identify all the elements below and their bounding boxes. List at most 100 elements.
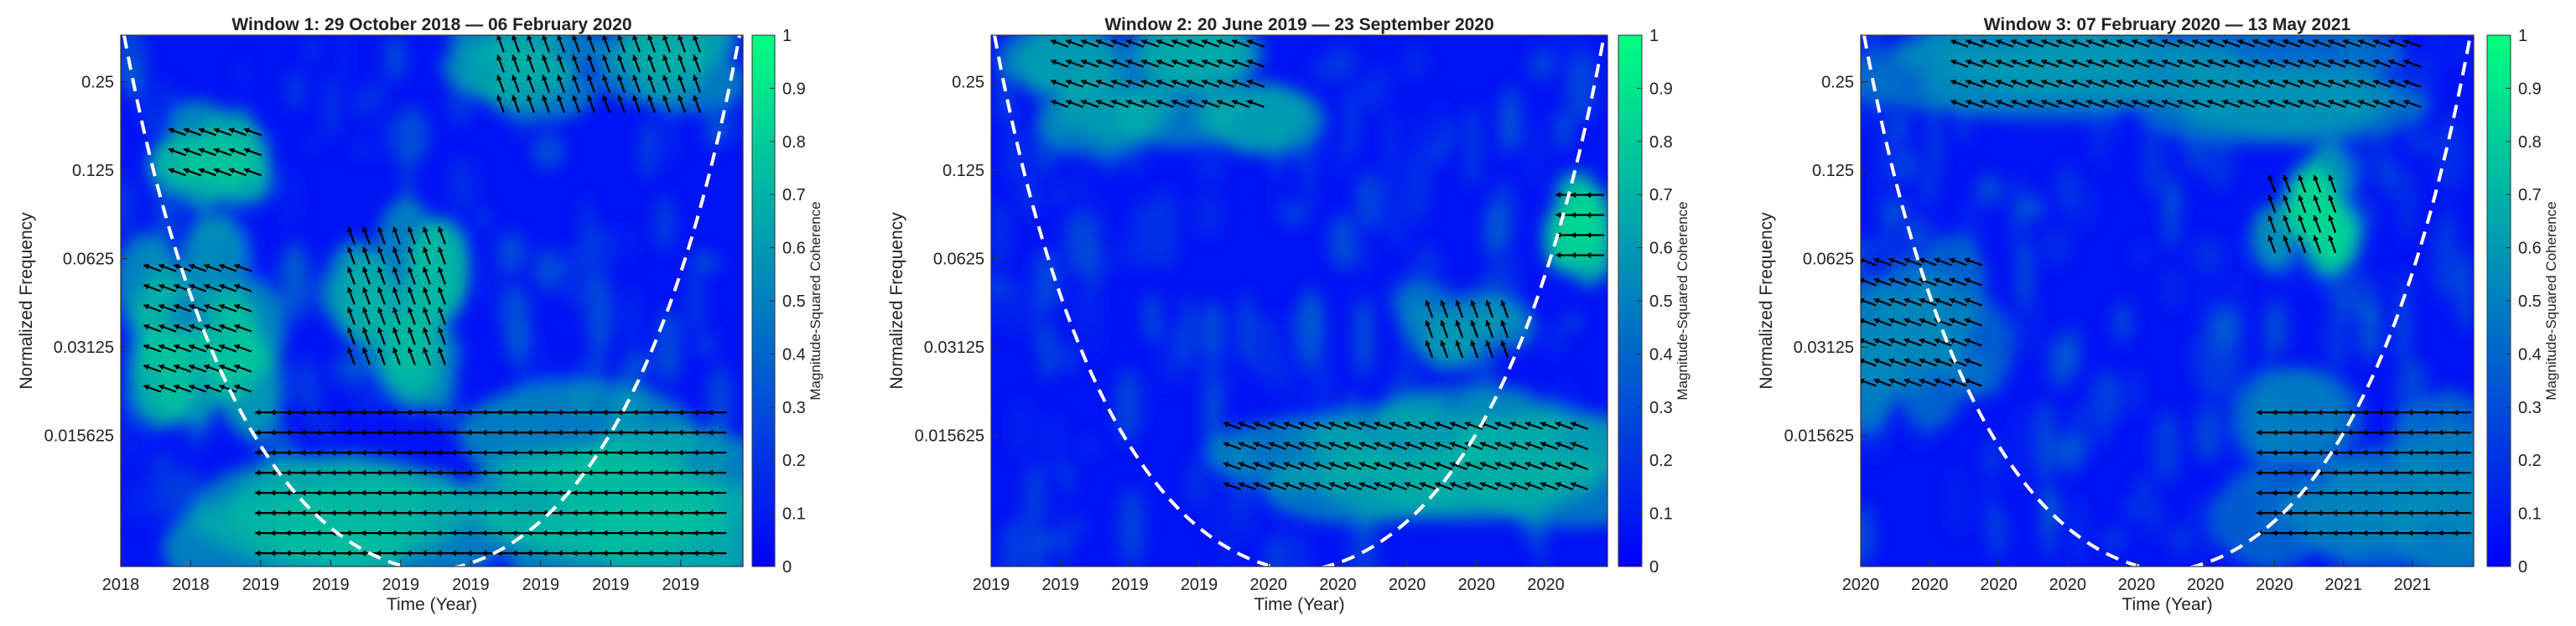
- phase-arrowhead: [2392, 489, 2398, 496]
- phase-arrowhead: [632, 489, 638, 496]
- phase-arrowhead: [1358, 482, 1365, 488]
- phase-arrowhead: [572, 35, 578, 41]
- phase-arrowhead: [2207, 79, 2214, 85]
- colorbar-tick-label: 0.2: [1649, 452, 1673, 470]
- phase-arrowhead: [2267, 194, 2274, 201]
- heatmap-blob: [1554, 108, 1573, 151]
- colorbar-tick-label: 0.7: [2518, 186, 2542, 204]
- phase-arrowhead: [2147, 59, 2153, 65]
- phase-arrowhead: [1555, 191, 1561, 199]
- phase-arrowhead: [1570, 482, 1576, 488]
- heatmap-blob: [132, 437, 151, 458]
- coherence-region: [335, 250, 395, 350]
- phase-arrowhead: [285, 449, 291, 456]
- phase-arrowhead: [2222, 59, 2229, 65]
- heatmap-blob: [709, 320, 720, 355]
- phase-arrowhead: [285, 409, 291, 416]
- x-tick-label: 2019: [592, 576, 630, 594]
- phase-arrowhead: [1313, 462, 1320, 468]
- phase-arrowhead: [330, 469, 336, 476]
- phase-arrowhead: [2317, 510, 2323, 516]
- phase-arrowhead: [708, 530, 714, 536]
- phase-arrowhead: [2101, 99, 2108, 106]
- phase-arrowhead: [2302, 489, 2308, 496]
- heatmap-blob: [1328, 214, 1357, 270]
- phase-arrowhead: [1509, 462, 1516, 468]
- phase-arrowhead: [2298, 79, 2304, 85]
- phase-arrows: [1050, 39, 1605, 490]
- heatmap-blob: [1280, 202, 1310, 226]
- heatmap-blob: [1180, 296, 1197, 370]
- colorbar-tick-label: 0.8: [782, 133, 806, 152]
- phase-arrowhead: [693, 489, 699, 496]
- phase-arrowhead: [391, 429, 397, 436]
- y-tick-label: 0.03125: [924, 339, 984, 357]
- heatmap-blob: [2330, 277, 2364, 319]
- phase-arrowhead: [2287, 449, 2293, 456]
- heatmap-blob: [1345, 85, 1358, 160]
- phase-arrowhead: [1374, 462, 1380, 468]
- phase-arrowhead: [2347, 429, 2353, 436]
- colorbar-label: Magnitude-Squared Coherence: [1675, 201, 1690, 400]
- phase-arrowhead: [1919, 318, 1925, 324]
- phase-arrowhead: [315, 449, 321, 456]
- phase-arrowhead: [602, 429, 608, 436]
- phase-arrowhead: [330, 550, 336, 556]
- x-tick-label: 2021: [2394, 576, 2432, 594]
- phase-arrowhead: [376, 449, 382, 456]
- phase-arrowhead: [2388, 79, 2395, 85]
- phase-arrowhead: [392, 246, 398, 253]
- phase-arrowhead: [2347, 469, 2353, 476]
- phase-arrowhead: [1434, 462, 1441, 468]
- phase-arrowhead: [496, 530, 502, 536]
- phase-arrowhead: [2302, 449, 2308, 456]
- phase-arrowhead: [2332, 510, 2338, 516]
- heatmap-blob: [486, 245, 511, 322]
- phase-arrowhead: [1555, 251, 1561, 259]
- phase-arrowhead: [587, 449, 593, 456]
- heatmap-blob: [2209, 303, 2240, 344]
- phase-arrowhead: [2317, 409, 2323, 416]
- phase-arrowhead: [2056, 39, 2063, 45]
- phase-arrowhead: [2388, 99, 2395, 106]
- phase-arrowhead: [1570, 462, 1576, 468]
- phase-arrowhead: [1470, 300, 1477, 307]
- phase-arrowhead: [451, 429, 457, 436]
- y-tick-label: 0.25: [1821, 74, 1854, 92]
- phase-arrowhead: [2313, 39, 2319, 45]
- phase-arrowhead: [496, 54, 502, 61]
- phase-arrowhead: [693, 530, 699, 536]
- phase-arrowhead: [270, 550, 276, 556]
- phase-arrowhead: [2071, 59, 2078, 65]
- heatmap-blob: [2431, 35, 2445, 71]
- phase-arrowhead: [617, 409, 623, 416]
- phase-arrowhead: [2423, 449, 2428, 456]
- phase-arrowhead: [376, 489, 382, 496]
- phase-arrowhead: [143, 364, 150, 370]
- phase-arrowhead: [557, 510, 563, 516]
- phase-arrowhead: [189, 323, 195, 330]
- phase-arrowhead: [1419, 462, 1426, 468]
- heatmap-blob: [2174, 523, 2186, 556]
- phase-arrowhead: [2147, 99, 2153, 106]
- phase-arrowhead: [406, 510, 412, 516]
- phase-arrowhead: [2407, 469, 2413, 476]
- y-tick-label: 0.0625: [1803, 251, 1854, 269]
- phase-arrowhead: [2362, 530, 2368, 536]
- phase-arrowhead: [2453, 530, 2459, 536]
- phase-arrowhead: [1981, 79, 1987, 85]
- phase-arrowhead: [662, 95, 668, 101]
- phase-arrowhead: [184, 127, 190, 134]
- heatmap-blob: [478, 208, 490, 230]
- heatmap-blob: [991, 261, 1004, 331]
- phase-arrowhead: [451, 510, 457, 516]
- phase-arrowhead: [229, 147, 235, 154]
- phase-arrowhead: [587, 35, 593, 41]
- heatmap-blob: [2015, 193, 2044, 224]
- phase-arrowhead: [300, 510, 306, 516]
- phase-arrowhead: [204, 344, 210, 350]
- y-tick-label: 0.015625: [44, 427, 114, 446]
- phase-arrowhead: [466, 550, 472, 556]
- coherence-region: [2228, 367, 2346, 467]
